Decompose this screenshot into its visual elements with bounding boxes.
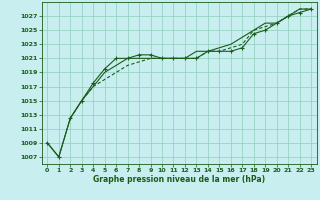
- X-axis label: Graphe pression niveau de la mer (hPa): Graphe pression niveau de la mer (hPa): [93, 175, 265, 184]
